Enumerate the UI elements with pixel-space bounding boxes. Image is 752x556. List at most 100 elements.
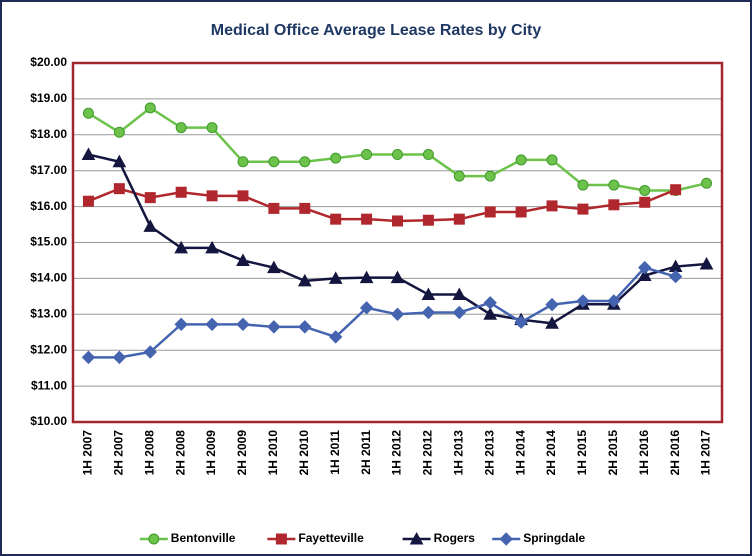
legend-marker <box>409 531 424 545</box>
data-point <box>237 156 249 168</box>
y-tick-label: $19.00 <box>30 91 67 105</box>
x-tick-label: 1H 2016 <box>637 430 651 476</box>
data-point <box>359 270 374 284</box>
data-point <box>299 202 311 214</box>
data-point <box>638 260 652 275</box>
data-point <box>144 192 156 204</box>
data-point <box>268 202 280 214</box>
data-point <box>390 270 405 284</box>
data-point <box>174 317 188 332</box>
data-point <box>328 330 343 344</box>
data-point <box>175 186 187 198</box>
data-point <box>297 273 312 287</box>
data-point <box>267 320 281 334</box>
data-point <box>421 287 436 301</box>
x-tick-label: 1H 2012 <box>390 430 404 476</box>
legend-marker <box>148 533 160 545</box>
data-point <box>577 179 589 191</box>
x-tick-label: 1H 2007 <box>81 430 95 476</box>
data-point <box>608 179 620 191</box>
x-tick-label: 2H 2013 <box>482 430 496 476</box>
data-point <box>299 156 311 168</box>
data-point <box>267 260 281 274</box>
legend-label: Bentonville <box>171 531 236 545</box>
data-point <box>422 214 434 226</box>
data-point <box>205 317 219 332</box>
y-tick-label: $18.00 <box>30 127 67 141</box>
x-tick-label: 2H 2008 <box>173 430 187 476</box>
data-point <box>515 206 527 218</box>
data-point <box>206 190 218 202</box>
x-tick-label: 1H 2010 <box>266 430 280 476</box>
y-tick-label: $11.00 <box>31 378 67 392</box>
data-point <box>236 317 250 332</box>
data-point <box>392 215 403 227</box>
y-tick-label: $13.00 <box>30 306 67 320</box>
data-point <box>453 213 465 225</box>
data-point <box>359 301 374 315</box>
data-point <box>298 320 312 334</box>
data-point <box>452 305 467 320</box>
y-tick-label: $16.00 <box>30 199 67 213</box>
y-tick-label: $12.00 <box>30 342 67 356</box>
y-tick-label: $14.00 <box>30 271 67 285</box>
y-tick-label: $20.00 <box>30 55 67 69</box>
data-point <box>82 107 94 119</box>
data-point <box>237 190 249 202</box>
data-point <box>330 152 342 164</box>
data-point <box>483 296 497 310</box>
legend-marker <box>275 533 287 545</box>
x-tick-label: 1H 2008 <box>142 430 156 476</box>
data-point <box>175 122 187 134</box>
data-point <box>361 213 373 225</box>
data-point <box>483 307 498 320</box>
x-tick-label: 2H 2011 <box>359 430 373 475</box>
data-point <box>452 287 467 301</box>
x-tick-label: 2H 2015 <box>606 430 620 476</box>
y-tick-label: $17.00 <box>30 163 67 177</box>
data-point <box>422 149 434 161</box>
data-point <box>82 195 94 207</box>
x-tick-label: 1H 2013 <box>451 430 465 476</box>
data-point <box>608 199 620 211</box>
data-point <box>546 154 558 166</box>
plot-border <box>71 61 724 424</box>
data-point <box>484 206 496 218</box>
x-tick-label: 2H 2010 <box>297 430 311 476</box>
data-point <box>236 253 250 266</box>
data-point <box>81 147 96 161</box>
data-point <box>701 177 713 189</box>
data-point <box>546 200 558 212</box>
data-point <box>670 184 682 196</box>
data-point <box>206 122 218 134</box>
data-point <box>639 184 651 196</box>
legend-label: Springdale <box>523 531 585 545</box>
data-point <box>515 154 527 166</box>
data-point <box>112 154 127 168</box>
x-tick-label: 2H 2009 <box>235 430 249 476</box>
legend-marker <box>499 532 513 546</box>
data-point <box>113 126 125 138</box>
x-tick-label: 1H 2011 <box>328 430 342 475</box>
x-tick-label: 1H 2015 <box>575 430 589 476</box>
data-point <box>361 149 373 161</box>
x-tick-label: 2H 2007 <box>112 430 126 476</box>
data-point <box>174 240 189 254</box>
x-tick-label: 1H 2014 <box>513 430 527 476</box>
x-tick-label: 1H 2009 <box>204 430 218 476</box>
data-point <box>143 219 158 232</box>
data-point <box>390 307 405 322</box>
data-point <box>514 315 528 329</box>
legend-label: Rogers <box>434 531 476 545</box>
data-point <box>112 350 127 365</box>
x-tick-label: 1H 2017 <box>699 430 713 476</box>
data-point <box>699 256 714 270</box>
data-point <box>639 196 651 208</box>
data-point <box>453 170 465 182</box>
legend-label: Fayetteville <box>298 531 364 545</box>
data-point <box>668 269 683 284</box>
data-point <box>607 294 621 308</box>
data-point <box>205 240 219 254</box>
data-point <box>545 297 559 312</box>
